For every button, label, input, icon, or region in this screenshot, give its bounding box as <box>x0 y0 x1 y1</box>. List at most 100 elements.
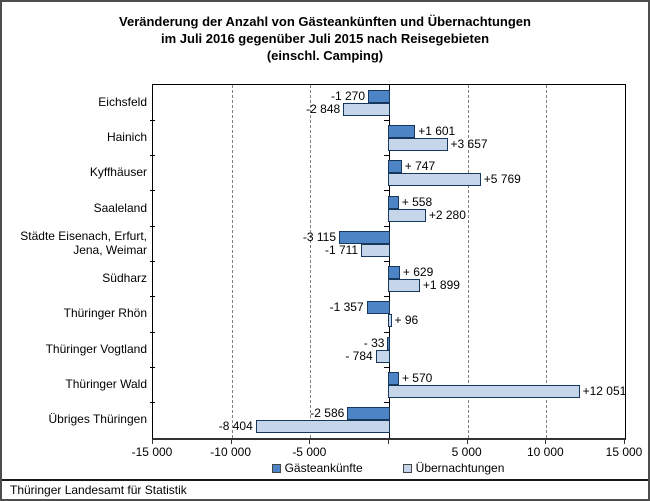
gridline <box>546 85 548 438</box>
x-axis-tickmark <box>624 439 625 444</box>
category-axis-tick <box>150 190 155 192</box>
bar-gaesteankuenfte <box>388 266 400 280</box>
zero-axis-tick <box>384 119 389 121</box>
bar-gaesteankuenfte <box>388 160 402 174</box>
bar-uebernachtungen <box>388 137 448 151</box>
chart-title: Veränderung der Anzahl von Gästeankünfte… <box>2 13 648 64</box>
zero-axis-tick <box>384 261 389 262</box>
legend-label: Übernachtungen <box>415 461 505 475</box>
gridline <box>231 85 233 438</box>
bar-uebernachtungen <box>343 102 390 116</box>
bar-value-label: + 558 <box>401 194 433 209</box>
category-label: Städte Eisenach, Erfurt, Jena, Weimar <box>20 228 147 257</box>
bar-gaesteankuenfte <box>388 372 399 386</box>
x-axis-tick-label: 5 000 <box>451 445 482 459</box>
chart-title-line-1: Veränderung der Anzahl von Gästeankünfte… <box>119 14 531 29</box>
zero-axis-tick <box>384 402 389 404</box>
gridline <box>467 85 469 438</box>
bar-value-label: +2 280 <box>428 207 466 222</box>
category-label: Saaleland <box>93 200 147 215</box>
category-label: Kyffhäuser <box>89 165 147 180</box>
x-axis-tickmark <box>466 439 468 444</box>
category-label: Übriges Thüringen <box>48 412 147 427</box>
category-axis-tick <box>150 331 155 333</box>
x-axis-tickmark <box>230 439 232 444</box>
bar-value-label: -8 404 <box>218 419 253 434</box>
bar-value-label: -2 848 <box>306 101 341 116</box>
category-label: Thüringer Wald <box>65 377 147 392</box>
plot-area: -1 270 -2 848 +1 601 +3 657 + 747 +5 769 + 558… <box>150 84 627 440</box>
category-axis-tick <box>150 225 155 227</box>
legend-swatch-icon <box>402 463 412 473</box>
bar-value-label: +3 657 <box>450 136 488 151</box>
chart-title-line-2: im Juli 2016 gegenüber Juli 2015 nach Re… <box>160 31 490 46</box>
legend-label: Gästeankünfte <box>284 461 363 475</box>
zero-axis-tick <box>384 155 389 157</box>
category-axis-tick <box>150 119 155 121</box>
bar-gaesteankuenfte <box>388 195 399 209</box>
bar-value-label: +12 051 <box>582 384 627 399</box>
bar-uebernachtungen <box>361 243 390 257</box>
bar-gaesteankuenfte <box>347 407 390 421</box>
zero-axis-tick <box>384 225 389 227</box>
bar-value-label: - 33 <box>363 335 385 350</box>
category-label: Eichsfeld <box>98 94 147 109</box>
category-label: Hainich <box>106 129 147 144</box>
zero-axis-tick <box>384 296 389 298</box>
bar-value-label: - 784 <box>345 348 373 363</box>
category-axis-tick <box>150 296 155 298</box>
category-label: Thüringer Rhön <box>63 306 147 321</box>
legend: Gästeankünfte Übernachtungen <box>152 461 624 475</box>
x-axis-tick-label: 15 000 <box>605 445 643 459</box>
x-axis-tickmark <box>545 439 547 444</box>
bar-uebernachtungen <box>388 279 420 293</box>
bar-uebernachtungen <box>388 385 580 399</box>
x-axis: -15 000 -10 000 -5 000 5 000 10 000 15 000 <box>132 439 642 461</box>
x-axis-tick-label: -10 000 <box>210 445 251 459</box>
category-label: Thüringer Vogtland <box>45 341 147 356</box>
bar-gaesteankuenfte <box>338 230 390 244</box>
bar-value-label: -2 586 <box>310 406 345 421</box>
zero-axis-tick <box>384 331 389 333</box>
legend-swatch-icon <box>271 463 281 473</box>
bar-gaesteankuenfte <box>368 89 390 103</box>
x-axis-tickmark <box>152 439 153 444</box>
zero-axis-line <box>388 85 390 438</box>
bar-value-label: + 570 <box>401 371 433 386</box>
bar-gaesteankuenfte <box>366 301 390 315</box>
source-note: Thüringer Landesamt für Statistik <box>10 483 187 497</box>
category-axis-tick <box>150 402 155 404</box>
bar-value-label: + 629 <box>402 265 434 280</box>
x-axis-tick-label: 10 000 <box>526 445 564 459</box>
x-axis-tick-label: -5 000 <box>292 445 327 459</box>
category-label: Südharz <box>102 271 147 286</box>
x-axis-tickmark <box>388 439 389 444</box>
chart-title-line-3: (einschl. Camping) <box>266 48 384 63</box>
bar-uebernachtungen <box>388 173 481 187</box>
category-axis-tick <box>150 261 155 262</box>
bar-value-label: +5 769 <box>483 172 521 187</box>
bar-gaesteankuenfte <box>387 336 390 350</box>
bar-uebernachtungen <box>375 349 390 363</box>
bar-uebernachtungen <box>388 208 426 222</box>
footer-separator <box>2 479 648 481</box>
category-axis-tick <box>150 366 155 368</box>
zero-axis-tick <box>384 190 389 192</box>
bar-value-label: -1 357 <box>329 300 364 315</box>
bar-uebernachtungen <box>255 420 390 434</box>
bar-gaesteankuenfte <box>388 124 416 138</box>
bar-uebernachtungen <box>388 314 392 328</box>
bar-value-label: +1 601 <box>418 123 456 138</box>
bar-value-label: -1 270 <box>331 88 366 103</box>
bar-value-label: +1 899 <box>422 278 460 293</box>
legend-item-uebernachtungen: Übernachtungen <box>402 461 505 475</box>
bar-value-label: -1 711 <box>324 242 359 257</box>
x-axis-tickmark <box>309 439 311 444</box>
bar-value-label: -3 115 <box>302 229 336 244</box>
category-axis-tick <box>150 155 155 157</box>
gridline <box>310 85 312 438</box>
zero-axis-tick <box>384 366 389 368</box>
bar-value-label: + 747 <box>404 159 436 174</box>
x-axis-tick-label: -15 000 <box>131 445 173 459</box>
